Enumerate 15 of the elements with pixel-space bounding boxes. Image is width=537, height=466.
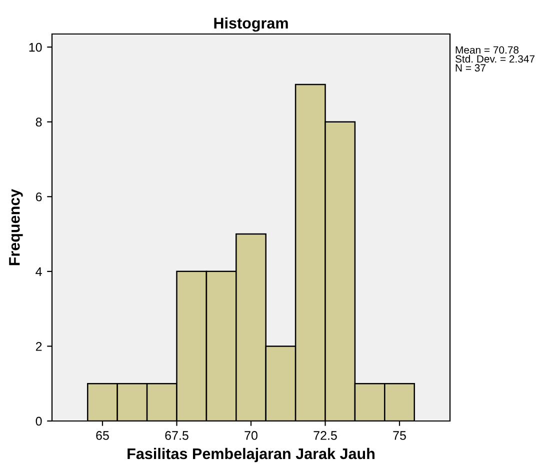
x-tick-label: 70 xyxy=(244,431,258,440)
y-tick-label: 8 xyxy=(36,118,42,127)
y-tick-label: 4 xyxy=(36,267,42,276)
y-axis-title: Frequency xyxy=(9,188,23,266)
x-axis-title: Fasilitas Pembelajaran Jarak Jauh xyxy=(128,448,374,462)
y-tick-label: 10 xyxy=(29,42,42,52)
y-tick-label: 2 xyxy=(36,342,42,351)
text: Mean = 70.78 Std. Dev. = 2.347 N = 37 xyxy=(455,46,534,72)
y-tick-label: 0 xyxy=(36,416,42,426)
x-tick-label: 65 xyxy=(96,431,109,440)
x-tick-label: 67.5 xyxy=(165,431,188,440)
x-tick-label: 72.5 xyxy=(314,431,337,440)
chart-title: Histogram xyxy=(214,17,288,32)
y-tick-label: 6 xyxy=(36,192,42,202)
x-tick-label: 75 xyxy=(393,431,406,440)
